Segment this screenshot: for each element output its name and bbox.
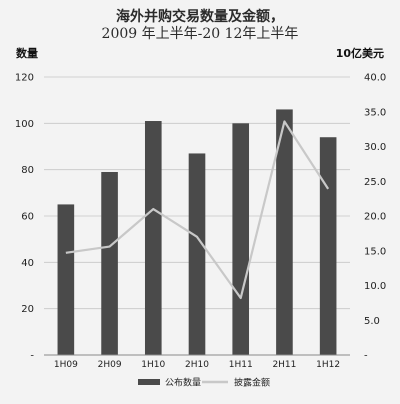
line-series — [65, 120, 330, 300]
y-left-tick-label: - — [30, 351, 34, 362]
y-right-tick-label: - — [364, 351, 368, 362]
y-left-axis-label: 数量 — [16, 46, 38, 60]
y-left-tick-label: 120 — [15, 73, 34, 84]
y-right-tick-label: 35.0 — [364, 107, 386, 118]
y-right-tick-label: 5.0 — [364, 316, 380, 327]
bar — [276, 109, 293, 355]
bar-series — [57, 109, 337, 356]
legend-label-bar: 公布数量 — [165, 377, 201, 389]
x-tick-label: 1H10 — [141, 360, 165, 370]
bar — [232, 123, 250, 355]
bar — [101, 171, 118, 355]
x-tick-label: 2H10 — [185, 360, 209, 370]
x-tick-label: 2H11 — [272, 360, 296, 370]
bar — [57, 204, 75, 355]
y-left-tick-label: 100 — [15, 119, 34, 130]
x-tick-label: 1H12 — [316, 360, 340, 370]
bar — [319, 137, 337, 355]
x-tick-label: 1H11 — [229, 360, 253, 370]
y-right-tick-label: 20.0 — [364, 212, 386, 223]
legend: 公布数量 披露金额 — [138, 377, 270, 389]
legend-swatch-bar — [138, 379, 160, 385]
y-left-tick-label: 40 — [21, 258, 34, 269]
y-right-axis-label: 10亿美元 — [336, 46, 384, 60]
y-right-tick-label: 15.0 — [364, 246, 386, 257]
chart-title-line1: 海外并购交易数量及金额， — [116, 9, 284, 25]
y-left-tick-label: 60 — [21, 212, 34, 223]
y-left-tick-label: 20 — [21, 304, 34, 315]
y-left-tick-label: 80 — [21, 165, 34, 176]
y-right-tick-label: 30.0 — [364, 142, 386, 153]
axes: - 20 40 60 80 100 120 - 5.0 10.0 15.0 20.0 25.0 30.0 3… — [15, 73, 386, 371]
y-right-tick-label: 25.0 — [364, 177, 386, 188]
chart-title-line2: 2009 年上半年-20 12年上半年 — [101, 26, 299, 42]
y-right-tick-label: 10.0 — [364, 281, 386, 292]
bar — [188, 153, 206, 355]
y-right-tick-label: 40.0 — [364, 73, 386, 84]
legend-label-line: 披露金额 — [234, 377, 270, 389]
x-tick-label: 2H09 — [98, 360, 122, 370]
x-tick-label: 1H09 — [54, 360, 78, 370]
bar — [144, 121, 162, 356]
